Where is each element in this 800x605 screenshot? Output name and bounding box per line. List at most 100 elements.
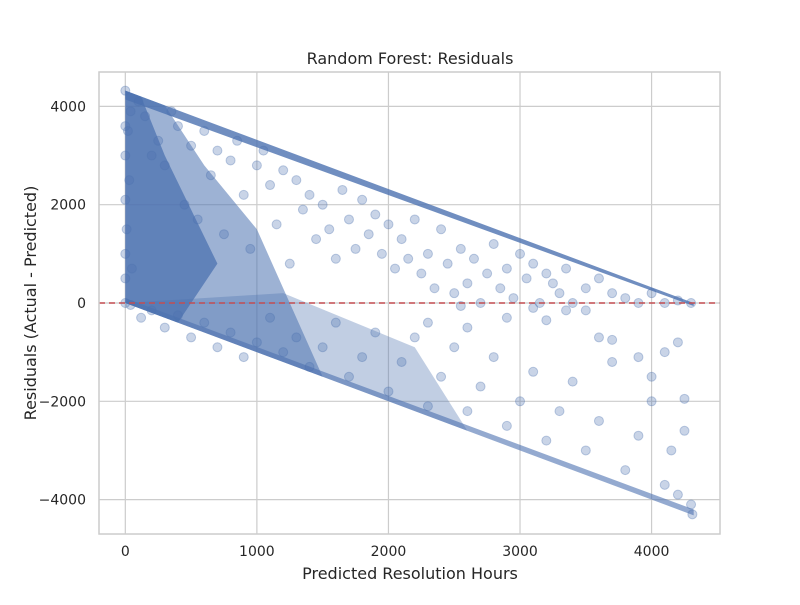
- scatter-point: [646, 288, 657, 299]
- x-tick-label: 3000: [502, 544, 538, 560]
- scatter-point: [284, 258, 295, 269]
- scatter-point: [409, 214, 420, 225]
- y-tick-label: 2000: [50, 198, 86, 214]
- scatter-point: [126, 263, 137, 274]
- scatter-point: [330, 317, 341, 328]
- scatter-point: [468, 253, 479, 264]
- scatter-point: [666, 445, 677, 456]
- scatter-point: [133, 96, 144, 107]
- scatter-point: [172, 121, 183, 132]
- scatter-point: [422, 401, 433, 412]
- y-tick-label: −4000: [39, 493, 86, 509]
- plot-frame: [98, 71, 721, 535]
- scatter-point: [561, 263, 572, 274]
- scatter-point: [205, 170, 216, 181]
- scatter-point: [403, 253, 414, 264]
- scatter-point: [620, 293, 631, 304]
- scatter-point: [370, 327, 381, 338]
- scatter-point: [508, 293, 519, 304]
- scatter-point: [304, 361, 315, 372]
- scatter-point: [140, 111, 151, 122]
- scatter-point: [547, 278, 558, 289]
- scatter-point: [324, 224, 335, 235]
- scatter-point: [291, 175, 302, 186]
- scatter-point: [528, 258, 539, 269]
- scatter-point: [646, 396, 657, 407]
- scatter-point: [396, 356, 407, 367]
- scatter-point: [436, 371, 447, 382]
- scatter-point: [686, 499, 697, 510]
- x-tick-label: 2000: [371, 544, 407, 560]
- scatter-point: [357, 352, 368, 363]
- scatter-point: [679, 393, 690, 404]
- scatter-point: [390, 263, 401, 274]
- scatter-point: [278, 165, 289, 176]
- scatter-point: [554, 406, 565, 417]
- scatter-point: [265, 312, 276, 323]
- scatter-point: [416, 268, 427, 279]
- scatter-point: [278, 347, 289, 358]
- scatter-point: [488, 352, 499, 363]
- scatter-point: [212, 342, 223, 353]
- scatter-point: [125, 299, 136, 310]
- y-tick-label: 4000: [50, 99, 86, 115]
- scatter-point: [271, 219, 282, 230]
- scatter-point: [120, 85, 131, 96]
- scatter-point: [593, 273, 604, 284]
- scatter-point: [475, 381, 486, 392]
- scatter-point: [672, 489, 683, 500]
- scatter-point: [343, 214, 354, 225]
- scatter-point: [146, 150, 157, 161]
- scatter-point: [515, 396, 526, 407]
- scatter-point: [350, 243, 361, 254]
- scatter-point: [251, 337, 262, 348]
- x-tick-label: 0: [121, 544, 130, 560]
- scatter-point: [225, 155, 236, 166]
- scatter-point: [159, 160, 170, 171]
- scatter-point: [580, 283, 591, 294]
- densest-region: [125, 90, 218, 323]
- scatter-point: [297, 204, 308, 215]
- scatter-point: [343, 371, 354, 382]
- scatter-point: [462, 278, 473, 289]
- scatter-point: [672, 337, 683, 348]
- scatter-point: [136, 312, 147, 323]
- scatter-point: [593, 415, 604, 426]
- scatter-point: [659, 347, 670, 358]
- scatter-point: [357, 194, 368, 205]
- scatter-point: [199, 125, 210, 136]
- scatter-point: [633, 352, 644, 363]
- scatter-point: [593, 332, 604, 343]
- scatter-point: [449, 342, 460, 353]
- scatter-point: [607, 356, 618, 367]
- scatter-point: [409, 332, 420, 343]
- scatter-point: [317, 342, 328, 353]
- scatter-point: [192, 214, 203, 225]
- scatter-point: [580, 445, 591, 456]
- scatter-point: [515, 248, 526, 259]
- scatter-point: [146, 305, 157, 316]
- scatter-point: [383, 219, 394, 230]
- y-axis-label: Residuals (Actual - Predicted): [21, 186, 40, 421]
- x-axis-label: Predicted Resolution Hours: [302, 564, 518, 583]
- scatter-point: [199, 317, 210, 328]
- tick-labels-layer: 0 1000 2000 3000 4000 −4000 −2000 0 2000 4000: [39, 99, 670, 560]
- scatter-point: [541, 268, 552, 279]
- scatter-point: [337, 184, 348, 195]
- scatter-point: [620, 465, 631, 476]
- scatter-point: [455, 243, 466, 254]
- scatter-point: [436, 224, 447, 235]
- scatter-point: [528, 302, 539, 313]
- scatter-point: [580, 305, 591, 316]
- scatter-point: [495, 283, 506, 294]
- scatter-point: [218, 229, 229, 240]
- scatter-point: [225, 327, 236, 338]
- scatter-point: [232, 135, 243, 146]
- y-tick-label: 0: [77, 296, 86, 312]
- scatter-point: [159, 322, 170, 333]
- scatter-point: [541, 315, 552, 326]
- scatter-point: [646, 371, 657, 382]
- scatter-point: [179, 199, 190, 210]
